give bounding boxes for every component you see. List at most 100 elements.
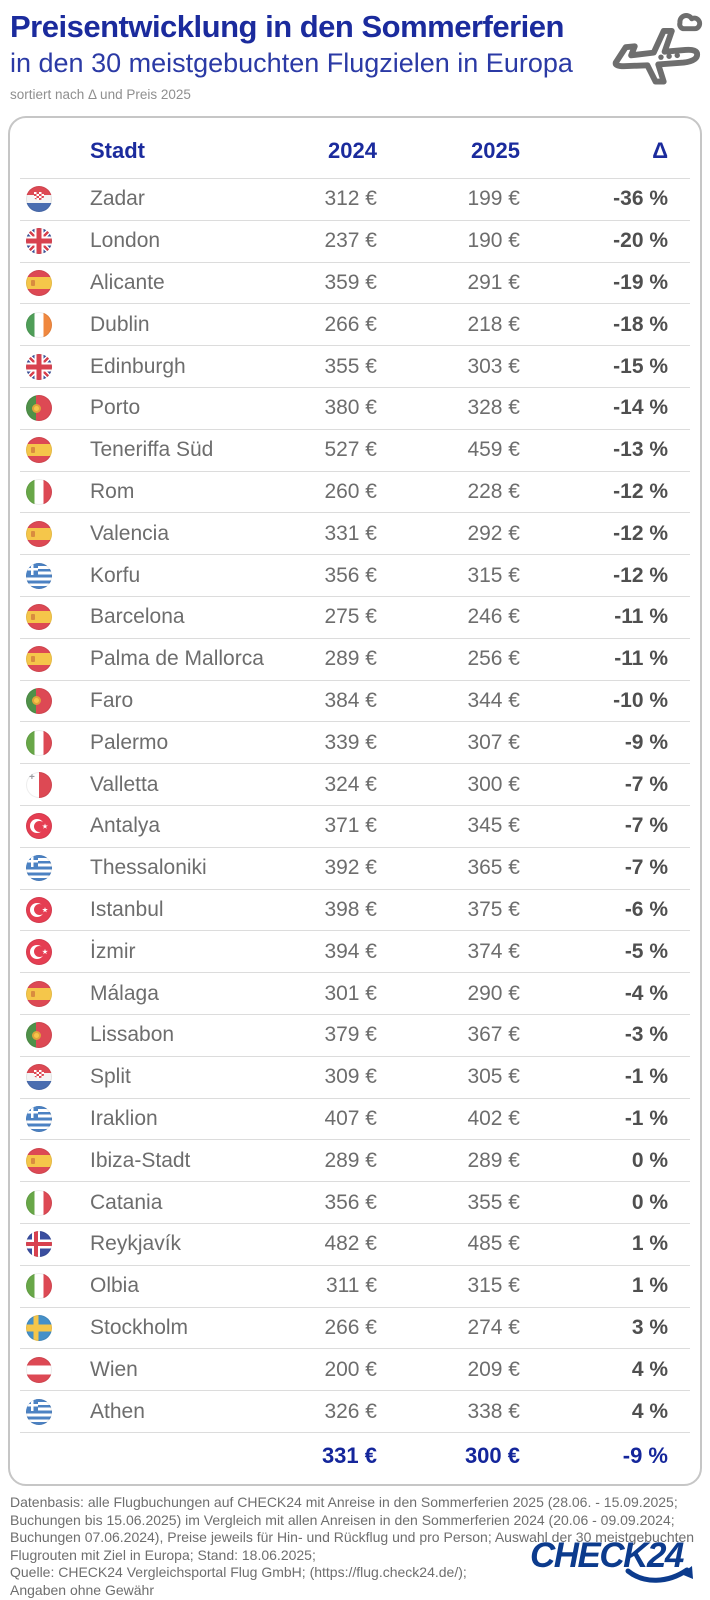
flag-tr-icon bbox=[26, 896, 52, 923]
page-header: Preisentwicklung in den Sommerferien in … bbox=[0, 0, 710, 102]
flag-cell bbox=[20, 269, 90, 296]
flag-cell bbox=[20, 1273, 90, 1300]
delta-value: -6 % bbox=[624, 897, 668, 921]
city-name: Ibiza-Stadt bbox=[90, 1148, 191, 1172]
table-row: Stockholm 266 € 274 € 3 % bbox=[20, 1306, 690, 1349]
price-2024: 289 € bbox=[324, 1148, 377, 1172]
flag-is-icon bbox=[26, 1231, 52, 1258]
delta-value: -11 % bbox=[614, 605, 668, 629]
price-2025: 290 € bbox=[467, 981, 520, 1005]
table-row: Faro 384 € 344 € -10 % bbox=[20, 679, 690, 722]
price-2024: 398 € bbox=[324, 897, 377, 921]
city-name: İzmir bbox=[90, 939, 136, 963]
table-row: Reykjavík 482 € 485 € 1 % bbox=[20, 1222, 690, 1265]
sort-note: sortiert nach Δ und Preis 2025 bbox=[10, 87, 191, 102]
price-2025: 300 € bbox=[467, 772, 520, 796]
table-row: Thessaloniki 392 € 365 € -7 % bbox=[20, 846, 690, 889]
flag-gr-icon bbox=[26, 562, 52, 589]
price-2025: 375 € bbox=[467, 897, 520, 921]
city-name: Iraklion bbox=[90, 1106, 158, 1130]
flag-es-icon bbox=[26, 1147, 52, 1174]
summary-price-2025: 300 € bbox=[464, 1443, 520, 1469]
price-2025: 315 € bbox=[467, 563, 520, 587]
price-2025: 246 € bbox=[467, 605, 520, 629]
footer-line: Buchungen 07.06.2024), Preise jeweils fü… bbox=[10, 1529, 695, 1545]
price-2025: 209 € bbox=[467, 1357, 520, 1381]
flag-cell bbox=[20, 646, 90, 673]
price-2025: 328 € bbox=[467, 396, 520, 420]
flag-cell bbox=[20, 1105, 90, 1132]
price-2024: 326 € bbox=[324, 1399, 377, 1423]
price-2025: 199 € bbox=[467, 187, 520, 211]
price-2025: 345 € bbox=[467, 814, 520, 838]
flag-pt-icon bbox=[26, 1022, 52, 1049]
city-name: Korfu bbox=[90, 563, 141, 587]
table-row: Lissabon 379 € 367 € -3 % bbox=[20, 1013, 690, 1056]
flag-cell bbox=[20, 1356, 90, 1383]
flag-cell bbox=[20, 813, 90, 840]
flag-at-icon bbox=[26, 1356, 52, 1383]
flag-cell bbox=[20, 562, 90, 589]
price-2025: 289 € bbox=[467, 1148, 520, 1172]
page-footer: Datenbasis: alle Flugbuchungen auf CHECK… bbox=[10, 1494, 702, 1599]
delta-value: -1 % bbox=[624, 1106, 668, 1130]
price-2025: 305 € bbox=[467, 1065, 520, 1089]
price-2024: 371 € bbox=[324, 814, 377, 838]
city-name: Palermo bbox=[90, 730, 169, 754]
city-name: Palma de Mallorca bbox=[90, 647, 264, 671]
price-2025: 292 € bbox=[467, 521, 520, 545]
delta-value: -12 % bbox=[613, 521, 668, 545]
delta-value: -13 % bbox=[613, 438, 668, 462]
delta-value: 0 % bbox=[631, 1148, 668, 1172]
price-2024: 275 € bbox=[324, 605, 377, 629]
flag-cell bbox=[20, 896, 90, 923]
price-2025: 402 € bbox=[467, 1106, 520, 1130]
flag-cell bbox=[20, 1231, 90, 1258]
table-row: Istanbul 398 € 375 € -6 % bbox=[20, 888, 690, 931]
table-row: Split 309 € 305 € -1 % bbox=[20, 1055, 690, 1098]
table-row: Wien 200 € 209 € 4 % bbox=[20, 1348, 690, 1390]
footer-line: Datenbasis: alle Flugbuchungen auf CHECK… bbox=[10, 1494, 678, 1510]
price-2024: 392 € bbox=[324, 856, 377, 880]
table-row: Palma de Mallorca 289 € 256 € -11 % bbox=[20, 637, 690, 680]
price-2024: 339 € bbox=[324, 730, 377, 754]
price-2025: 190 € bbox=[467, 229, 520, 253]
price-2025: 355 € bbox=[467, 1190, 520, 1214]
price-2024: 324 € bbox=[324, 772, 377, 796]
city-name: Rom bbox=[90, 479, 135, 503]
footer-line: Quelle: CHECK24 Vergleichsportal Flug Gm… bbox=[10, 1564, 467, 1580]
summary-price-2024: 331 € bbox=[321, 1443, 377, 1469]
flag-cell bbox=[20, 938, 90, 965]
flag-cell bbox=[20, 1314, 90, 1341]
price-2024: 312 € bbox=[324, 187, 377, 211]
flag-it-icon bbox=[26, 729, 52, 756]
summary-delta: -9 % bbox=[622, 1443, 668, 1469]
city-name: Split bbox=[90, 1065, 131, 1089]
delta-value: -7 % bbox=[624, 772, 668, 796]
price-2025: 338 € bbox=[467, 1399, 520, 1423]
flag-cell bbox=[20, 186, 90, 213]
city-name: Málaga bbox=[90, 981, 159, 1005]
city-name: Valencia bbox=[90, 521, 169, 545]
delta-value: 4 % bbox=[631, 1399, 668, 1423]
price-2025: 274 € bbox=[467, 1315, 520, 1339]
table-row: Málaga 301 € 290 € -4 % bbox=[20, 972, 690, 1014]
flag-cell bbox=[20, 604, 90, 631]
table-row: Athen 326 € 338 € 4 % bbox=[20, 1390, 690, 1432]
price-2024: 311 € bbox=[326, 1274, 377, 1298]
check24-logo: CHECK24 bbox=[530, 1536, 700, 1594]
price-2025: 228 € bbox=[467, 479, 520, 503]
price-2025: 344 € bbox=[467, 688, 520, 712]
delta-value: -4 % bbox=[624, 981, 668, 1005]
flag-pt-icon bbox=[26, 395, 52, 422]
city-name: Valletta bbox=[90, 772, 159, 796]
price-2024: 482 € bbox=[324, 1232, 377, 1256]
city-name: Olbia bbox=[90, 1274, 140, 1298]
city-name: Zadar bbox=[90, 187, 145, 211]
flag-es-icon bbox=[26, 269, 52, 296]
delta-value: 1 % bbox=[631, 1232, 668, 1256]
delta-value: -1 % bbox=[624, 1065, 668, 1089]
flag-cell bbox=[20, 520, 90, 547]
check24-logo-text: CHECK24 bbox=[530, 1536, 684, 1575]
